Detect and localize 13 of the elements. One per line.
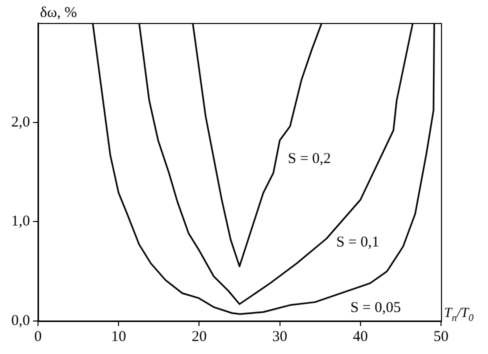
x-tick-label: 20 <box>192 328 207 345</box>
y-tick-label: 2,0 <box>11 114 30 130</box>
x-tick-label: 0 <box>34 328 42 345</box>
y-tick-label: 0,0 <box>11 312 30 329</box>
y-tick-label: 1,0 <box>11 214 30 230</box>
x-tick-label: 30 <box>272 328 288 345</box>
annotation: S = 0,2 <box>288 151 331 168</box>
annotation: S = 0,05 <box>350 300 401 316</box>
x-tick-label: 50 <box>434 328 448 345</box>
x-tick-label: 10 <box>111 328 126 345</box>
x-tick-label: 40 <box>352 328 368 345</box>
y-axis-title: δω, % <box>40 5 77 21</box>
annotation: S = 0,1 <box>336 234 380 250</box>
